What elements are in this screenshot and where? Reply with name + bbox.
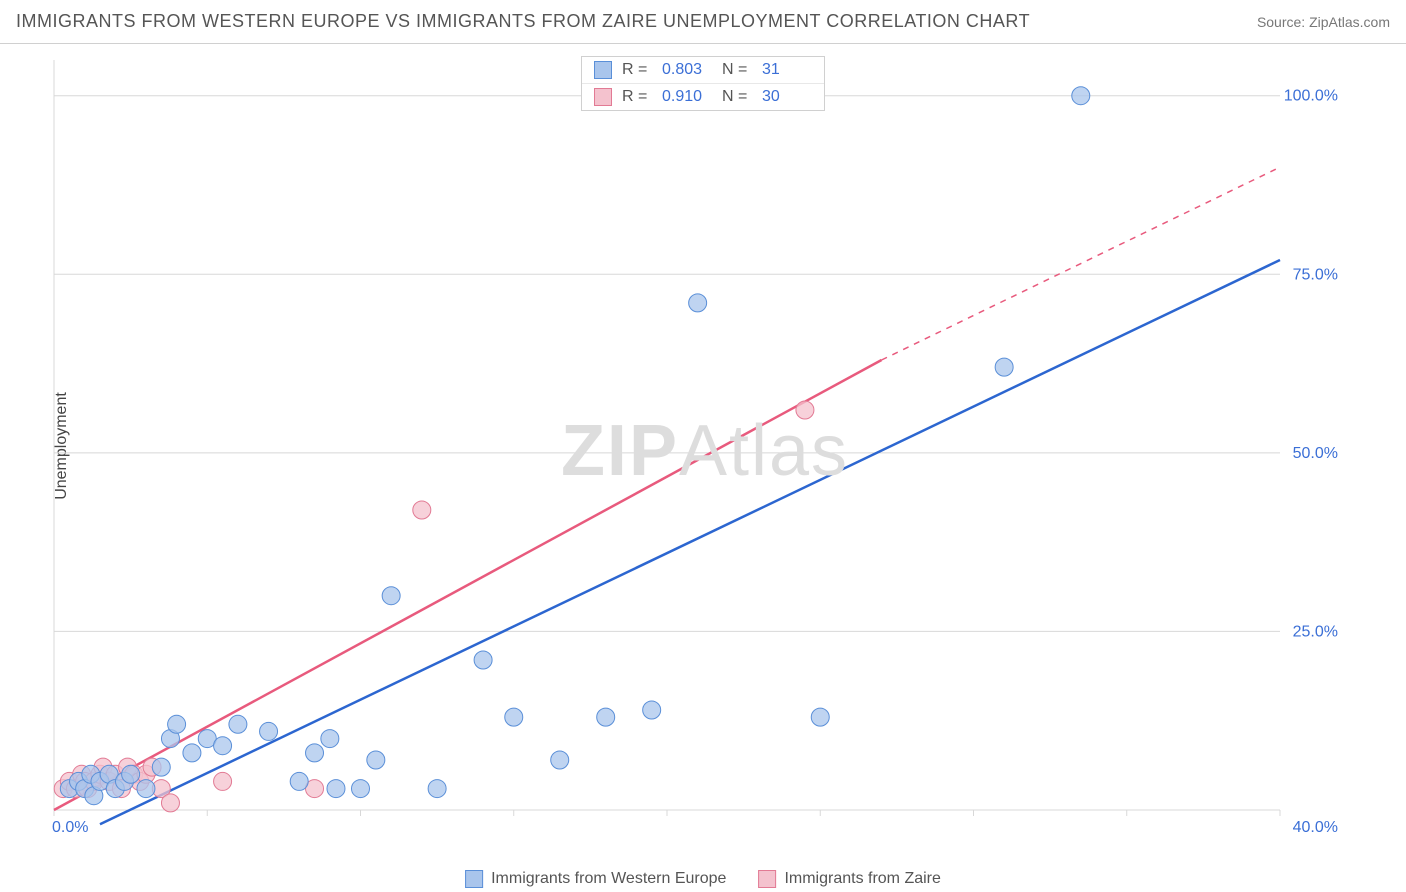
chart-area: 25.0%50.0%75.0%100.0%0.0%40.0% ZIPAtlas bbox=[50, 56, 1360, 846]
r-value: 0.803 bbox=[662, 61, 712, 79]
swatch-blue bbox=[594, 61, 612, 79]
chart-title: IMMIGRANTS FROM WESTERN EUROPE VS IMMIGR… bbox=[16, 11, 1030, 32]
source-prefix: Source: bbox=[1257, 14, 1309, 30]
svg-text:50.0%: 50.0% bbox=[1293, 445, 1338, 462]
svg-text:40.0%: 40.0% bbox=[1293, 819, 1338, 836]
r-label: R = bbox=[622, 88, 652, 106]
n-label: N = bbox=[722, 61, 752, 79]
svg-text:100.0%: 100.0% bbox=[1284, 88, 1338, 105]
n-value: 31 bbox=[762, 61, 812, 79]
legend-label: Immigrants from Zaire bbox=[784, 870, 940, 888]
svg-text:75.0%: 75.0% bbox=[1293, 266, 1338, 283]
svg-text:25.0%: 25.0% bbox=[1293, 623, 1338, 640]
r-label: R = bbox=[622, 61, 652, 79]
n-value: 30 bbox=[762, 88, 812, 106]
stats-legend: R = 0.803 N = 31 R = 0.910 N = 30 bbox=[581, 56, 825, 111]
stats-row-blue: R = 0.803 N = 31 bbox=[582, 57, 824, 84]
r-value: 0.910 bbox=[662, 88, 712, 106]
swatch-blue bbox=[465, 870, 483, 888]
swatch-pink bbox=[758, 870, 776, 888]
bottom-legend: Immigrants from Western Europe Immigrant… bbox=[465, 870, 941, 888]
stats-row-pink: R = 0.910 N = 30 bbox=[582, 84, 824, 110]
legend-item-blue: Immigrants from Western Europe bbox=[465, 870, 726, 888]
legend-label: Immigrants from Western Europe bbox=[491, 870, 726, 888]
swatch-pink bbox=[594, 88, 612, 106]
legend-item-pink: Immigrants from Zaire bbox=[758, 870, 940, 888]
header-bar: IMMIGRANTS FROM WESTERN EUROPE VS IMMIGR… bbox=[0, 0, 1406, 44]
source-attribution: Source: ZipAtlas.com bbox=[1257, 14, 1390, 30]
svg-text:0.0%: 0.0% bbox=[52, 819, 88, 836]
scatter-chart-svg: 25.0% 50.0% 75.0% 100.0% 0.0% 40.0% bbox=[50, 56, 1360, 846]
n-label: N = bbox=[722, 88, 752, 106]
source-name: ZipAtlas.com bbox=[1309, 14, 1390, 30]
